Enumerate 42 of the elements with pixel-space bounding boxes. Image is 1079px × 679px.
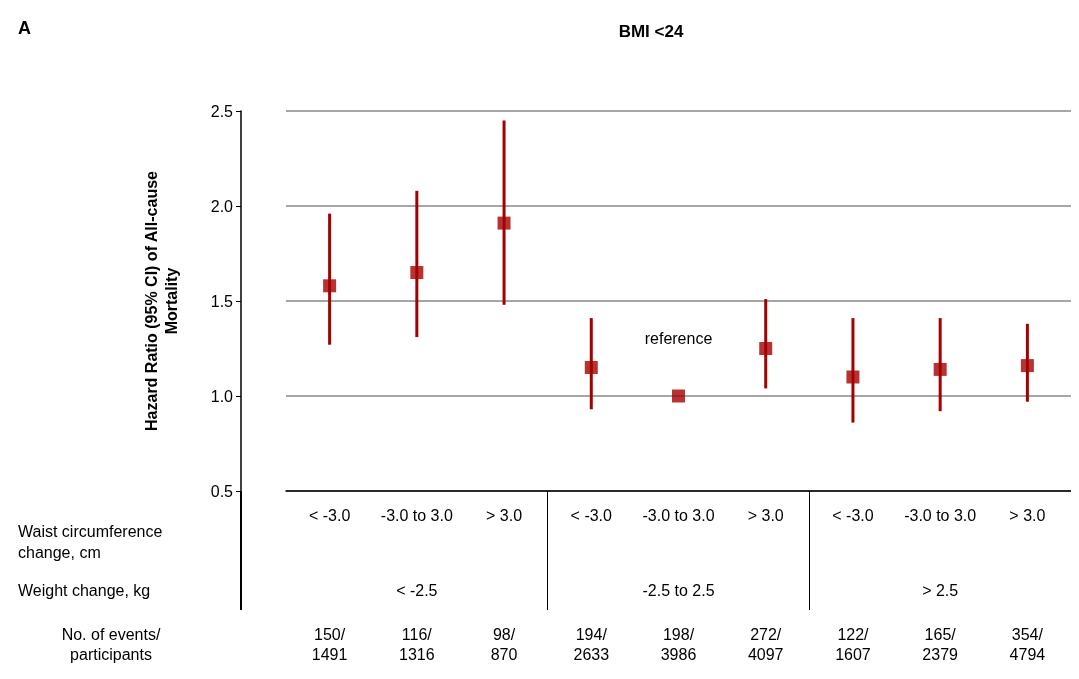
point [410, 266, 424, 279]
x-tick-label: > 3.0 [486, 506, 523, 524]
text: -2.5 to 2.5 [642, 581, 715, 599]
annotation: reference [644, 329, 713, 347]
y-tick-label: 2.5 [210, 102, 234, 120]
x-tick-label: < -3.0 [308, 506, 351, 524]
point [323, 279, 337, 293]
text: No. of events/ participants [61, 625, 161, 663]
x-tick-label: -3.0 to 3.0 [380, 506, 453, 524]
text: 165/ 2379 [922, 625, 959, 663]
text: 194/ 2633 [573, 625, 610, 663]
point [933, 362, 947, 376]
x-tick-label: -3.0 to 3.0 [904, 506, 977, 524]
point [672, 389, 685, 403]
point [584, 361, 598, 374]
text: > 2.5 [922, 581, 959, 599]
x-axis-title: Waist circumference change, cm [18, 523, 167, 561]
point [1020, 359, 1034, 373]
text: 150/ 1491 [311, 625, 348, 663]
chart-title: BMI <24 [618, 22, 684, 41]
y-tick-label: 1.5 [210, 292, 234, 310]
text: A [18, 18, 31, 38]
y-tick-label: 1.0 [210, 387, 234, 405]
x-tick-label: < -3.0 [570, 506, 613, 524]
y-axis-title: Hazard Ratio (95% CI) of All-cause Mortality [142, 170, 180, 431]
text: 116/ 1316 [399, 625, 435, 663]
text: 198/ 3986 [660, 625, 697, 663]
text: 272/ 4097 [747, 625, 784, 663]
point [846, 370, 860, 384]
y-tick-label: 0.5 [210, 482, 234, 500]
x-tick-label: < -3.0 [832, 506, 874, 524]
x-tick-label: -3.0 to 3.0 [642, 506, 715, 524]
point [497, 216, 511, 230]
text: Weight change, kg [18, 581, 151, 599]
text: 354/ 4794 [1009, 625, 1046, 663]
x-tick-label: > 3.0 [1009, 506, 1046, 524]
point [759, 342, 773, 355]
y-tick-label: 2.0 [210, 197, 234, 215]
text: 98/ 870 [490, 625, 518, 663]
text: 122/ 1607 [835, 625, 871, 663]
x-tick-label: > 3.0 [747, 506, 784, 524]
text: < -2.5 [396, 581, 438, 599]
